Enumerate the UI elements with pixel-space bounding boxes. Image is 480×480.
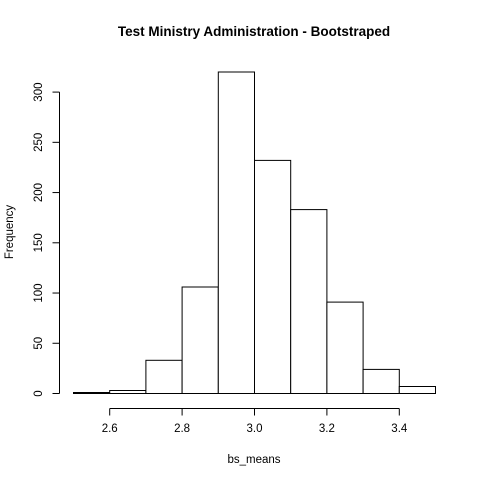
- histogram-bar-3: [145, 359, 183, 394]
- y-tick-label: 150: [33, 233, 45, 252]
- x-tick-label: 3.2: [319, 423, 335, 435]
- y-axis-title: Frequency: [4, 205, 16, 260]
- y-axis: 0 50 100 150 200 250 300: [33, 83, 60, 397]
- x-axis-title: bs_means: [227, 454, 280, 466]
- x-tick-label: 3.4: [391, 423, 408, 435]
- y-tick-label: 250: [33, 133, 45, 152]
- histogram-bar-8: [326, 301, 364, 395]
- histogram-bar-10: [398, 386, 436, 394]
- y-tick-label: 200: [33, 183, 45, 202]
- chart-title: Test Ministry Administration - Bootstrap…: [118, 24, 390, 39]
- bars-group: [73, 71, 436, 395]
- y-tick-label: 100: [33, 283, 45, 302]
- histogram-bar-9: [362, 368, 400, 394]
- x-tick-label: 2.8: [174, 423, 190, 435]
- histogram-bar-2: [109, 390, 147, 394]
- histogram-bar-4: [181, 286, 219, 394]
- histogram-bar-1: [73, 392, 111, 394]
- histogram-bar-7: [290, 209, 328, 394]
- histogram-bar-6: [254, 159, 292, 394]
- x-axis: 2.6 2.8 3.0 3.2 3.4: [102, 408, 408, 435]
- x-tick-label: 3.0: [247, 423, 263, 435]
- y-tick-label: 0: [33, 390, 45, 396]
- y-tick-label: 50: [33, 337, 45, 350]
- x-tick-label: 2.6: [102, 423, 118, 435]
- histogram-bar-5: [217, 71, 256, 394]
- y-tick-label: 300: [33, 83, 45, 102]
